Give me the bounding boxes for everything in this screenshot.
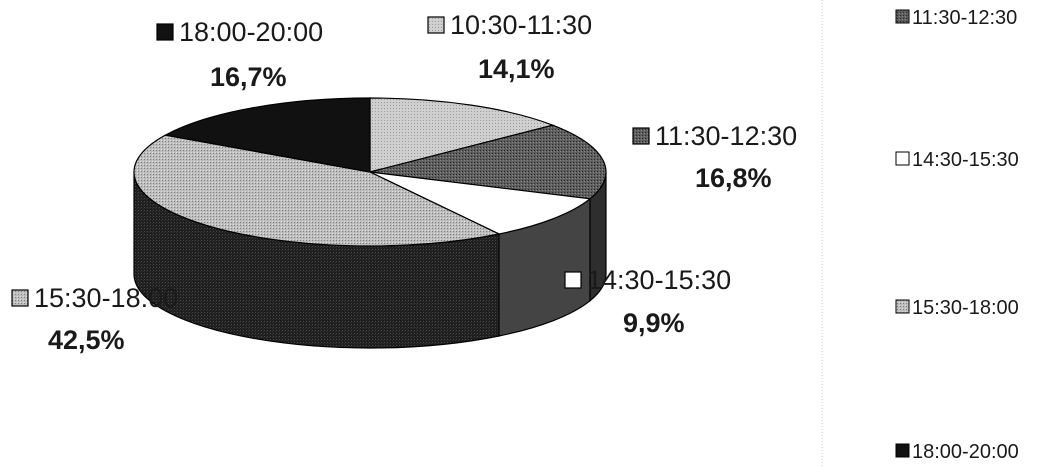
legend-swatch-11-30-12-30: [895, 9, 910, 24]
legend-label-11-30-12-30: 11:30-12:30: [912, 7, 1017, 29]
slice-percent-14-30-15-30: 9,9%: [623, 308, 685, 338]
legend-label-15-30-18-00: 15:30-18:00: [912, 297, 1019, 319]
slice-label-18-00-20-00: 18:00-20:00: [179, 17, 323, 47]
slice-label-15-30-18-00: 15:30-18:00: [34, 283, 178, 313]
slice-label-14-30-15-30: 14:30-15:30: [587, 265, 731, 295]
slice-10-30-11-30: [369, 97, 555, 173]
legend-swatch-18-00-20-00: [895, 443, 910, 458]
legend-swatch-14-30-15-30: [895, 151, 910, 166]
slice-18-00-20-00: [163, 97, 371, 173]
slice-14-30-15-30: [369, 171, 592, 235]
pie-sides: [133, 171, 607, 349]
slice-percent-11-30-12-30: 16,8%: [695, 163, 772, 193]
slice-label-swatch-11-30-12-30: [632, 127, 650, 145]
slice-percent-10-30-11-30: 14,1%: [478, 54, 555, 84]
slice-11-30-12-30: [369, 124, 607, 200]
slice-percent-15-30-18-00: 42,5%: [48, 325, 125, 355]
slice-label-10-30-11-30: 10:30-11:30: [450, 10, 592, 40]
slice-label-swatch-18-00-20-00: [156, 23, 174, 41]
legend-label-14-30-15-30: 14:30-15:30: [912, 149, 1019, 171]
slice-label-swatch-15-30-18-00: [11, 289, 29, 307]
pie-slices: [133, 97, 607, 247]
slice-label-swatch-10-30-11-30: [427, 16, 445, 34]
slice-percent-18-00-20-00: 16,7%: [210, 62, 287, 92]
legend: 11:30-12:30 14:30-15:30 15:30-18:00 18:00-2…: [895, 7, 1019, 463]
slice-label-11-30-12-30: 11:30-12:30: [655, 121, 797, 151]
slice-15-30-18-00: [133, 134, 501, 247]
slice-labels: 10:30-11:30 14,1% 11:30-12:30 16,8% 14:30-15…: [11, 10, 797, 355]
legend-label-18-00-20-00: 18:00-20:00: [912, 441, 1019, 463]
slice-label-swatch-14-30-15-30: [564, 271, 582, 289]
legend-swatch-15-30-18-00: [895, 299, 910, 314]
